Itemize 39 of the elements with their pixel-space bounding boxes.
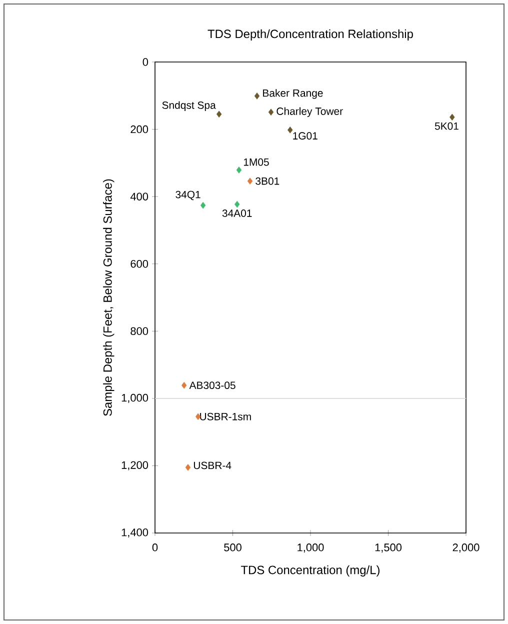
annotation: 1G01 [293,132,318,140]
point [181,382,187,389]
annotation: USBR-4 [194,462,232,470]
y-tick-label: 600 [130,260,148,268]
point [288,126,293,134]
annotation: 1M05 [244,158,269,166]
x-tick-label: 1,000 [298,544,324,553]
y-tick-label: 400 [130,192,148,200]
annotation: Sndqst Spa [162,101,216,111]
point [236,166,242,174]
point [185,464,191,471]
annotation: 34Q1 [176,190,200,200]
y-tick-label: 200 [130,125,148,134]
point [200,202,206,209]
annotation: Charley Tower [276,107,343,118]
x-tick-label: 1,500 [375,544,402,553]
y-axis-title: Sample Depth (Feet, Below Ground Surface) [103,179,114,416]
x-tick-label: 0 [152,544,158,552]
chart-title: TDS Depth/Concentration Relationship [208,29,413,41]
y-tick-label: 0 [142,58,148,66]
x-tick-label: 2,000 [452,544,480,553]
annotation: 5K01 [434,122,458,130]
annotation: Baker Range [263,89,323,99]
point [268,108,274,116]
annotation: AB303-05 [189,382,236,390]
point [234,200,240,208]
x-tick-label: 500 [224,544,242,552]
y-tick-label: 1,200 [122,461,148,470]
point [216,110,222,118]
y-tick-label: 1,400 [122,528,148,538]
y-tick-label: 800 [130,327,148,336]
point [450,114,455,121]
annotation: 3B01 [256,177,280,185]
y-tick-label: 1,000 [122,394,148,403]
point [247,178,253,184]
annotation: USBR-1sm [200,412,251,420]
annotation: 34A01 [222,210,252,217]
point [254,92,260,100]
x-axis-title: TDS Concentration (mg/L) [241,565,380,577]
